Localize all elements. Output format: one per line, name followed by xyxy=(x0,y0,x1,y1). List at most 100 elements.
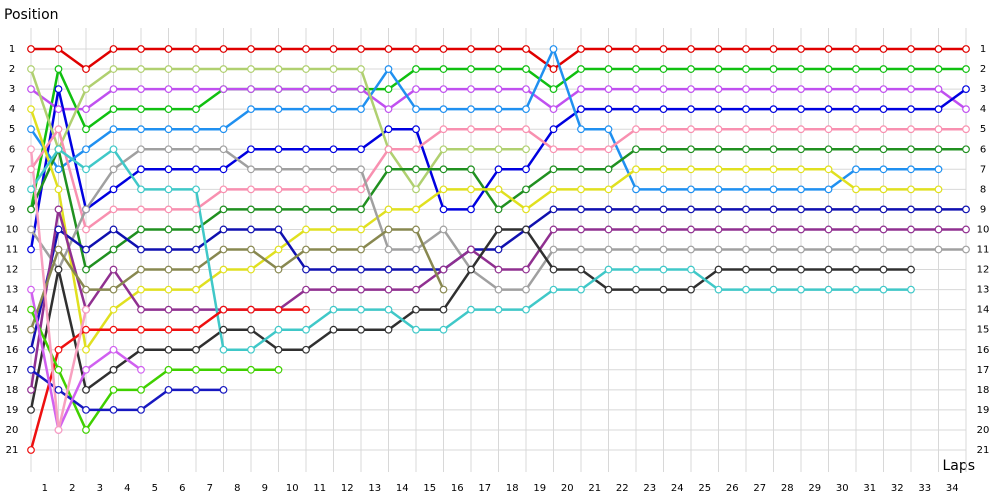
data-point xyxy=(907,105,915,114)
data-point xyxy=(439,125,448,134)
data-point xyxy=(192,65,200,73)
data-point xyxy=(247,225,255,234)
data-point xyxy=(357,105,365,114)
data-point xyxy=(27,125,35,134)
data-point xyxy=(824,45,833,53)
x-tick-label: 22 xyxy=(616,483,629,494)
data-point xyxy=(522,305,530,314)
data-point xyxy=(192,45,200,53)
data-point xyxy=(467,165,475,174)
data-point xyxy=(384,85,393,93)
data-point xyxy=(522,285,530,294)
data-point xyxy=(54,65,63,73)
data-point xyxy=(962,85,970,93)
data-point xyxy=(54,345,63,354)
data-point xyxy=(769,165,778,174)
y-tick-label: 11 xyxy=(6,245,19,256)
y-tick-label: 12 xyxy=(6,265,19,276)
y-tick-label-right: 16 xyxy=(977,345,990,356)
data-point xyxy=(109,105,118,114)
data-point xyxy=(934,65,943,73)
data-point xyxy=(852,265,860,274)
data-point xyxy=(302,205,310,214)
data-point xyxy=(384,265,393,274)
y-tick-label-right: 4 xyxy=(980,104,986,115)
data-point xyxy=(109,145,118,154)
x-tick-label: 2 xyxy=(69,483,75,494)
data-point xyxy=(27,105,35,114)
data-point xyxy=(577,245,585,254)
data-point xyxy=(797,185,805,194)
data-point xyxy=(192,105,200,114)
x-tick-label: 19 xyxy=(533,483,546,494)
data-point xyxy=(192,365,200,374)
y-tick-label-right: 6 xyxy=(980,144,986,155)
data-point xyxy=(82,345,90,354)
x-tick-label: 25 xyxy=(698,483,711,494)
data-point xyxy=(714,85,723,93)
data-point xyxy=(769,205,778,214)
data-point xyxy=(27,65,35,73)
data-point xyxy=(247,145,255,154)
data-point xyxy=(797,225,805,234)
data-point xyxy=(742,145,750,154)
data-point xyxy=(604,285,613,294)
data-point xyxy=(274,225,283,234)
data-point xyxy=(632,185,640,194)
data-point xyxy=(164,385,173,394)
data-point xyxy=(164,105,173,114)
data-point xyxy=(357,145,365,154)
x-tick-label: 3 xyxy=(97,483,103,494)
data-point xyxy=(632,205,640,214)
data-point xyxy=(962,245,970,254)
x-tick-label: 26 xyxy=(726,483,739,494)
data-point xyxy=(247,265,255,274)
data-point xyxy=(384,145,393,154)
data-point xyxy=(274,305,283,314)
data-point xyxy=(54,365,63,374)
data-point xyxy=(109,65,118,73)
data-point xyxy=(742,125,750,134)
data-point xyxy=(439,265,448,274)
data-point xyxy=(714,265,723,274)
x-tick-label: 20 xyxy=(561,483,574,494)
y-tick-label-right: 3 xyxy=(980,84,986,95)
series-line xyxy=(29,228,445,331)
data-point xyxy=(549,265,558,274)
data-point xyxy=(714,45,723,53)
data-point xyxy=(962,105,970,114)
data-point xyxy=(742,45,750,53)
data-point xyxy=(137,225,145,234)
data-point xyxy=(192,325,200,334)
data-point xyxy=(329,45,338,53)
data-point xyxy=(742,205,750,214)
data-point xyxy=(934,185,943,194)
data-point xyxy=(549,285,558,294)
data-point xyxy=(962,125,970,134)
data-point xyxy=(439,305,448,314)
data-point xyxy=(329,265,338,274)
data-point xyxy=(412,325,420,334)
data-point xyxy=(797,45,805,53)
data-point xyxy=(577,185,585,194)
data-point xyxy=(714,65,723,73)
data-point xyxy=(54,125,63,134)
x-tick-label: 15 xyxy=(423,483,436,494)
data-point xyxy=(852,245,860,254)
data-point xyxy=(82,426,90,434)
data-point xyxy=(274,105,283,114)
data-point xyxy=(522,225,530,234)
data-point xyxy=(274,205,283,214)
x-tick-label: 6 xyxy=(179,483,185,494)
data-point xyxy=(27,225,35,234)
data-point xyxy=(494,65,503,73)
data-point xyxy=(137,245,145,254)
data-point xyxy=(467,105,475,114)
data-point xyxy=(714,165,723,174)
data-point xyxy=(82,325,90,334)
data-point xyxy=(824,185,833,194)
y-tick-label-right: 14 xyxy=(977,305,990,316)
data-point xyxy=(302,265,310,274)
data-point xyxy=(714,285,723,294)
data-point xyxy=(577,145,585,154)
